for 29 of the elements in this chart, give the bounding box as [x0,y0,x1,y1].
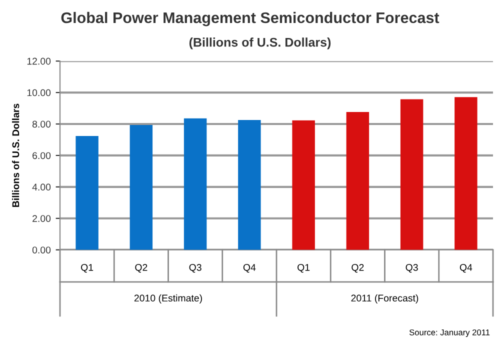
y-tick-label: 4.00 [32,184,51,191]
source-note: Source: January 2011 [409,329,490,338]
y-tick-label: 6.00 [32,152,51,160]
x-tick-label: Q2 [135,264,148,273]
bar [346,112,370,250]
bar [292,120,315,250]
bar [184,118,207,250]
x-tick-label: Q3 [189,264,202,273]
x-tick-label: Q2 [352,264,364,273]
y-tick-label: 10.00 [27,89,51,96]
bar [76,136,98,250]
text: 2010 (Estimate) [134,294,202,304]
y-tick-label: 0.00 [32,246,51,254]
bar [454,97,478,250]
y-axis-title: Billions of U.S. Dollars [12,104,20,207]
text: 2011 (Forecast) [351,294,418,304]
y-tick-label: 12.00 [27,58,51,65]
y-tick-label: 8.00 [32,120,51,128]
x-tick-label: Q1 [298,264,310,273]
chart-title: Global Power Management Semiconductor Forecast [61,12,440,26]
bar [238,120,261,250]
x-tick-label: Q4 [460,264,472,273]
x-tick-label: Q1 [81,264,94,273]
bar [400,99,424,250]
bar [130,124,153,250]
y-tick-label: 2.00 [32,215,51,222]
x-tick-label: Q4 [243,264,256,273]
chart-subtitle: (Billions of U.S. Dollars) [189,38,331,50]
x-tick-label: Q3 [406,264,418,273]
